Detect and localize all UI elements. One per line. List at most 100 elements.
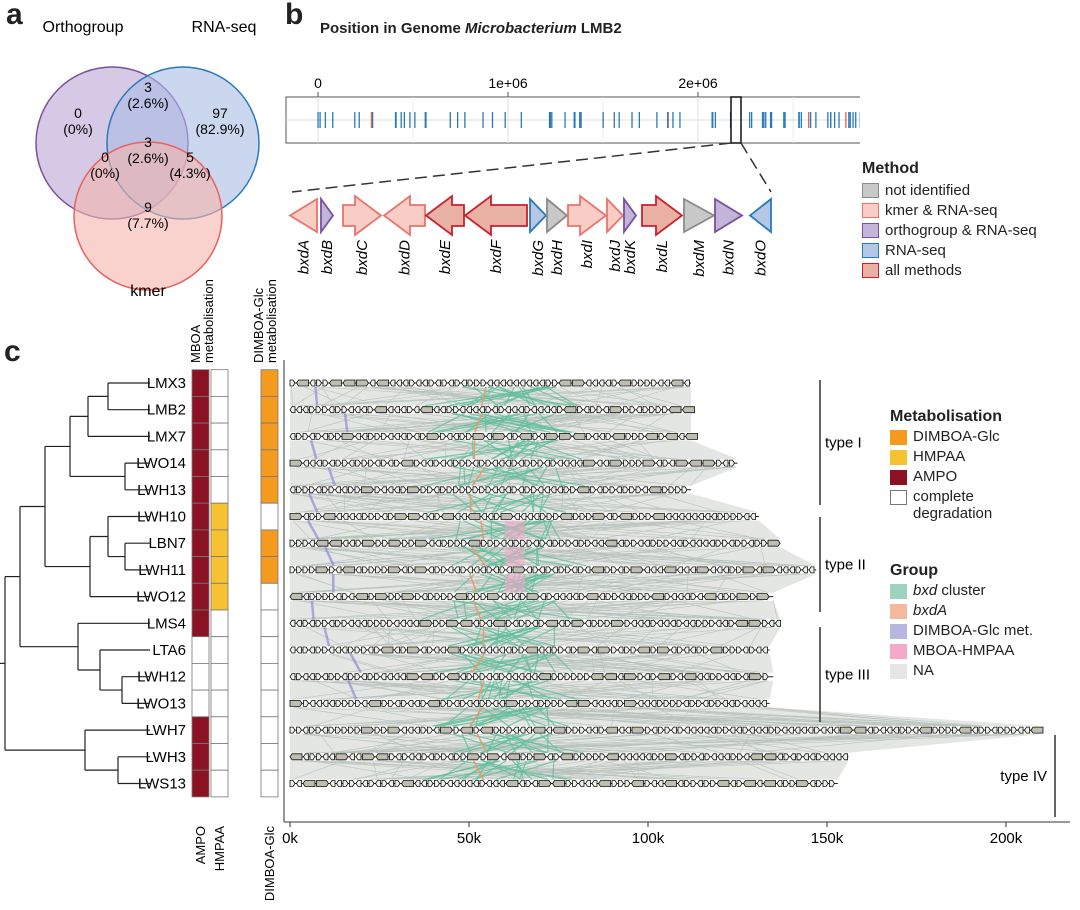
- synteny-link: [637, 600, 674, 620]
- gene-glyph: [315, 646, 322, 654]
- gene-glyph: [683, 700, 689, 707]
- gene-glyph: [335, 619, 341, 627]
- synteny-link-bxdA: [469, 706, 483, 727]
- gene-glyph: [473, 646, 479, 654]
- synteny-link: [591, 520, 607, 540]
- venn-percent-ortho_kmer: (0%): [90, 165, 120, 181]
- strain-label: LWH12: [137, 669, 186, 686]
- synteny-link: [455, 680, 586, 700]
- gene-glyph: [683, 646, 690, 654]
- gene-glyph: [783, 753, 790, 761]
- gene-arrow-bxdA: [288, 197, 318, 234]
- heatmap-cell-hmpaa: [210, 743, 229, 771]
- venn-count-kmer_only: 9: [144, 199, 152, 215]
- gene-glyph: [735, 539, 741, 547]
- gene-glyph: [387, 486, 394, 494]
- gene-glyph: [670, 673, 677, 681]
- legend-item-ortho: orthogroup & RNA-seq: [862, 220, 1037, 240]
- gene-glyph: [441, 513, 454, 520]
- synteny-link-bxdA: [480, 520, 485, 540]
- gene-glyph: [709, 619, 715, 627]
- gene-label: bxdG: [530, 240, 547, 276]
- synteny-link-bxd: [453, 466, 565, 487]
- gene-glyph: [618, 593, 625, 600]
- gene-glyph: [367, 673, 374, 681]
- gene-glyph: [722, 459, 729, 467]
- gene-glyph: [572, 379, 585, 387]
- legend-swatch: [890, 664, 907, 679]
- heatmap-cell-hmpaa: [210, 449, 229, 477]
- gene-glyph: [472, 486, 479, 494]
- gene-glyph: [512, 432, 519, 440]
- gene-glyph: [590, 673, 604, 681]
- gene-glyph: [724, 513, 730, 520]
- heatmap-cell-dimboa: [260, 476, 279, 504]
- gene-glyph: [303, 700, 309, 707]
- synteny-link-dimboa: [324, 546, 335, 567]
- gene-glyph: [704, 753, 711, 761]
- synteny-link: [320, 386, 689, 406]
- gene-glyph: [644, 780, 651, 787]
- gene-glyph: [341, 406, 348, 414]
- gene-glyph: [639, 513, 645, 520]
- legend-label: not identified: [885, 181, 971, 199]
- gene-glyph: [342, 459, 348, 467]
- gene-glyph: [354, 646, 361, 654]
- gene-glyph: [586, 432, 592, 440]
- gene-glyph: [507, 753, 520, 761]
- gene-glyph: [750, 753, 763, 761]
- gene-glyph: [322, 406, 328, 414]
- gene-glyph: [625, 432, 632, 440]
- gene-glyph: [322, 513, 336, 520]
- gene-glyph: [665, 753, 678, 761]
- gene-glyph: [401, 780, 414, 787]
- gene-glyph: [749, 646, 755, 654]
- gene-glyph: [629, 459, 636, 467]
- gene-glyph: [538, 619, 545, 627]
- gene-glyph: [289, 753, 303, 761]
- gene-glyph: [525, 646, 538, 654]
- gene-glyph: [381, 486, 387, 494]
- gene-glyph: [789, 780, 796, 787]
- gene-glyph: [303, 753, 309, 761]
- gene-glyph: [349, 780, 355, 787]
- gene-glyph: [683, 566, 690, 574]
- gene-glyph: [742, 646, 749, 654]
- heatmap-cell-dimboa: [260, 609, 279, 638]
- gene-glyph: [289, 406, 296, 414]
- gene-glyph: [368, 593, 375, 600]
- gene-glyph: [631, 780, 644, 787]
- legend-item: NA: [890, 662, 1033, 682]
- legend-item-none: not identified: [862, 180, 1037, 200]
- gene-glyph: [474, 379, 480, 387]
- gene-glyph: [328, 619, 335, 627]
- synteny-link-bxdA: [480, 386, 487, 406]
- gene-glyph: [519, 780, 525, 787]
- synteny-link: [403, 440, 410, 460]
- synteny-link-dimboa: [310, 600, 315, 620]
- gene-glyph: [652, 513, 665, 520]
- gene-glyph: [809, 753, 816, 761]
- gene-glyph: [519, 432, 532, 440]
- gene-glyph: [355, 700, 361, 707]
- gene-glyph: [742, 673, 749, 681]
- gene-glyph: [572, 432, 586, 440]
- gene-glyph: [506, 566, 512, 574]
- gene-glyph: [576, 459, 583, 467]
- synteny-link: [327, 413, 543, 433]
- gene-glyph: [531, 673, 538, 681]
- gene-glyph: [525, 780, 532, 787]
- gene-glyph: [577, 646, 591, 654]
- synteny-link-bxd: [473, 627, 482, 647]
- synteny-link-bxd: [495, 493, 507, 513]
- gene-glyph: [703, 780, 710, 787]
- gene-glyph: [447, 566, 454, 574]
- gene-glyph: [519, 726, 526, 734]
- synteny-link-bxd: [548, 520, 561, 540]
- gene-glyph: [335, 406, 341, 414]
- gene-glyph: [557, 406, 563, 414]
- gene-glyph: [545, 646, 551, 654]
- gene-glyph: [702, 459, 716, 467]
- heatmap-cell-ampo: [191, 689, 210, 718]
- synteny-link: [513, 680, 726, 700]
